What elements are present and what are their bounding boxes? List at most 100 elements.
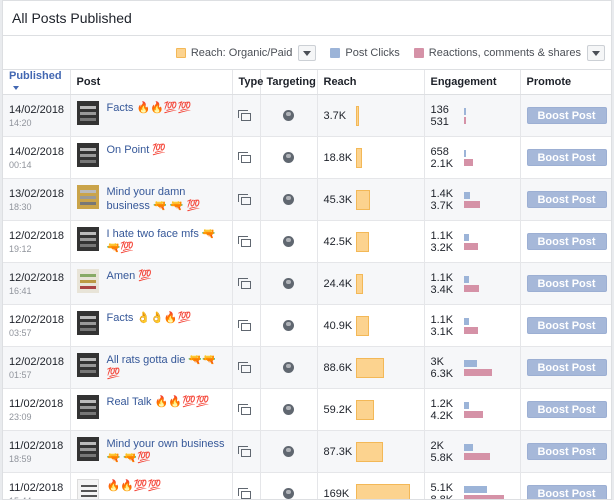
photo-album-icon — [238, 446, 251, 457]
boost-post-button[interactable]: Boost Post — [526, 107, 607, 124]
engagement-cell: 5.1K 8.8K — [423, 472, 520, 499]
table-row: 12/02/2018 19:12 I hate two face mfs 🔫🔫💯 42… — [3, 220, 611, 263]
boost-post-button[interactable]: Boost Post — [526, 191, 607, 208]
boost-post-button[interactable]: Boost Post — [526, 233, 607, 250]
post-thumbnail[interactable] — [76, 437, 99, 461]
type-cell — [231, 346, 260, 389]
column-engagement[interactable]: Engagement — [423, 69, 520, 95]
sort-down-icon — [13, 86, 19, 91]
reactions-value: 3.4K — [430, 283, 454, 296]
boost-post-button[interactable]: Boost Post — [526, 317, 607, 334]
post-link[interactable]: On Point 💯 — [106, 144, 167, 156]
promote-cell: Boost Post — [519, 136, 611, 179]
post-clicks-bar — [463, 191, 470, 199]
posts-table: Published Post Type Targeting Reach Enga… — [3, 69, 611, 499]
reach-value: 45.3K — [323, 193, 353, 206]
reach-cell: 40.9K — [316, 304, 424, 347]
post-clicks-value: 658 — [430, 145, 449, 158]
table-row: 11/02/2018 18:59 Mind your own business 🔫 … — [3, 430, 611, 473]
boost-post-button[interactable]: Boost Post — [526, 401, 607, 418]
reach-bar — [355, 105, 359, 126]
column-post[interactable]: Post — [69, 69, 232, 95]
post-thumbnail[interactable] — [76, 185, 99, 209]
post-date: 12/02/2018 — [9, 229, 65, 242]
post-thumbnail[interactable] — [76, 227, 99, 251]
post-clicks-bar — [463, 149, 467, 157]
page-title: All Posts Published — [12, 10, 132, 26]
legend-item-clicks[interactable]: Post Clicks — [330, 47, 400, 59]
type-cell — [231, 388, 260, 431]
legend-item-reactions[interactable]: Reactions, comments & shares — [413, 47, 581, 59]
post-link[interactable]: I hate two face mfs 🔫🔫💯 — [106, 228, 216, 254]
column-type[interactable]: Type — [231, 69, 263, 95]
post-clicks-value: 1.4K — [430, 187, 454, 200]
published-cell: 11/02/2018 15:44 — [3, 472, 70, 499]
post-time: 18:30 — [9, 201, 32, 212]
post-link[interactable]: Mind your damn business 🔫 🔫 💯 — [106, 186, 201, 212]
type-cell — [231, 430, 260, 473]
reach-cell: 3.7K — [316, 94, 424, 137]
post-link[interactable]: Facts 👌👌🔥💯 — [106, 312, 192, 324]
legend-clicks-label: Post Clicks — [345, 47, 400, 59]
reach-bar — [355, 273, 364, 294]
post-clicks-value: 5.1K — [430, 481, 454, 494]
boost-post-button[interactable]: Boost Post — [526, 485, 607, 499]
reach-dropdown-button[interactable] — [298, 45, 317, 61]
post-link[interactable]: Mind your own business 🔫 🔫💯 — [106, 438, 225, 464]
engagement-dropdown-button[interactable] — [587, 45, 605, 61]
boost-post-button[interactable]: Boost Post — [526, 149, 607, 166]
reach-value: 18.8K — [323, 151, 353, 164]
post-time: 14:20 — [9, 117, 32, 128]
engagement-cell: 136 531 — [423, 94, 520, 137]
column-targeting[interactable]: Targeting — [259, 69, 317, 95]
reactions-bar — [463, 242, 479, 250]
post-link[interactable]: 🔥🔥💯💯 — [106, 480, 162, 492]
reach-bar — [355, 441, 384, 462]
reach-bar — [355, 231, 370, 252]
post-link[interactable]: Real Talk 🔥🔥💯💯 — [106, 396, 210, 408]
type-cell — [231, 136, 260, 179]
post-date: 12/02/2018 — [9, 355, 65, 368]
post-clicks-bar — [463, 485, 487, 493]
targeting-cell — [259, 346, 317, 389]
globe-icon — [283, 488, 294, 499]
targeting-cell — [259, 94, 317, 137]
reach-cell: 169K — [316, 472, 424, 499]
post-thumbnail[interactable] — [76, 353, 99, 377]
targeting-cell — [259, 304, 317, 347]
photo-album-icon — [238, 488, 251, 499]
post-clicks-value: 1.1K — [430, 313, 454, 326]
reach-value: 40.9K — [323, 319, 353, 332]
targeting-cell — [259, 430, 317, 473]
promote-cell: Boost Post — [519, 388, 611, 431]
engagement-cell: 3K 6.3K — [423, 346, 520, 389]
column-reach[interactable]: Reach — [316, 69, 424, 95]
post-link[interactable]: All rats gotta die 🔫🔫💯 — [106, 354, 216, 380]
boost-post-button[interactable]: Boost Post — [526, 275, 607, 292]
post-link[interactable]: Amen 💯 — [106, 270, 153, 282]
promote-cell: Boost Post — [519, 94, 611, 137]
table-row: 12/02/2018 03:57 Facts 👌👌🔥💯 40.9K 1.1K 3.1K Bo… — [3, 304, 611, 347]
boost-post-button[interactable]: Boost Post — [526, 443, 607, 460]
post-thumbnail[interactable] — [76, 479, 99, 499]
post-clicks-value: 1.1K — [430, 271, 454, 284]
reach-value: 3.7K — [323, 109, 347, 122]
table-row: 11/02/2018 15:44 🔥🔥💯💯 169K 5.1K8.8K Boost Pos… — [3, 472, 611, 499]
post-thumbnail[interactable] — [76, 101, 99, 125]
post-thumbnail[interactable] — [76, 395, 99, 419]
post-thumbnail[interactable] — [76, 269, 99, 293]
published-cell: 12/02/2018 03:57 — [3, 304, 70, 347]
post-thumbnail[interactable] — [76, 311, 99, 335]
post-date: 12/02/2018 — [9, 313, 65, 326]
photo-album-icon — [238, 404, 251, 415]
post-thumbnail[interactable] — [76, 143, 99, 167]
type-cell — [231, 472, 260, 499]
legend-item-reach[interactable]: Reach: Organic/Paid — [175, 47, 292, 59]
post-cell: Mind your own business 🔫 🔫💯 — [69, 430, 232, 473]
column-published[interactable]: Published — [3, 69, 70, 95]
post-cell: All rats gotta die 🔫🔫💯 — [69, 346, 232, 389]
post-link[interactable]: Facts 🔥🔥💯💯 — [106, 102, 192, 114]
boost-post-button[interactable]: Boost Post — [526, 359, 607, 376]
post-time: 03:57 — [9, 327, 32, 338]
reach-bar — [355, 189, 370, 210]
